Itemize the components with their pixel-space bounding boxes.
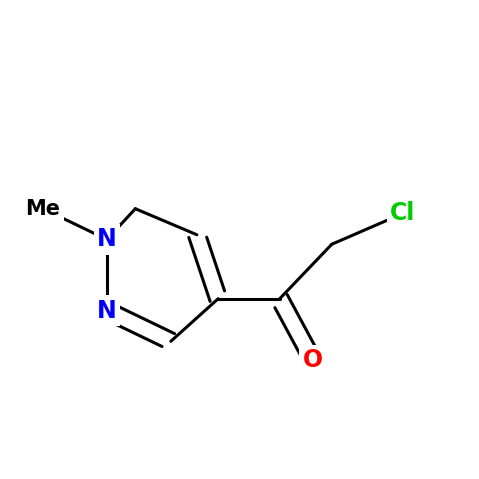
Text: N: N [97,228,117,251]
Text: N: N [97,298,117,322]
Text: Me: Me [25,199,60,219]
Text: Cl: Cl [390,202,415,226]
Text: O: O [303,348,323,372]
